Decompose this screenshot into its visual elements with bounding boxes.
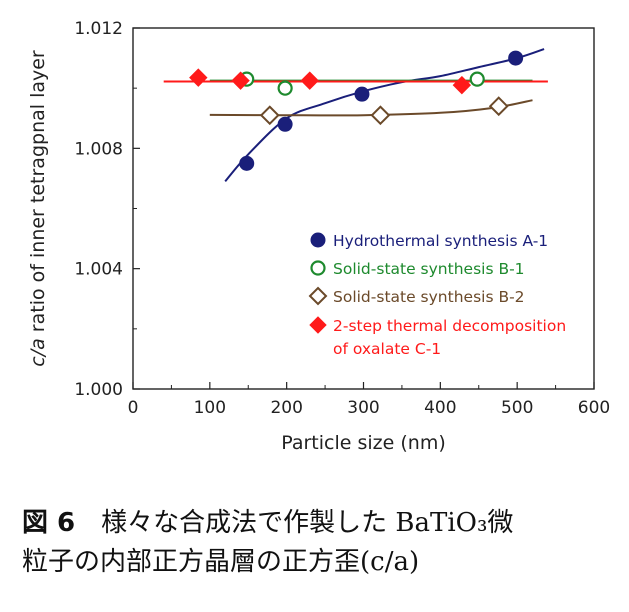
chart: 0 100 200 300 400 500 6001.0001.0041.0081.012 … (27, 19, 610, 454)
caption-text-1: 様々な合成法で作製した BaTiO₃微 (101, 508, 514, 538)
axes (132, 27, 595, 390)
legend-item-b1: Solid-state synthesis B-1 (310, 260, 525, 278)
x-tick-label: 300 (347, 398, 379, 418)
legend-label-c1-line2: of oxalate C-1 (333, 340, 441, 358)
data-point-a1 (277, 116, 293, 132)
data-point-a1 (239, 155, 255, 171)
y-tick-label: 1.008 (74, 139, 123, 159)
figure-caption-line1: 図 6 様々な合成法で作製した BaTiO₃微 (22, 510, 513, 536)
fit-curve-b2 (209, 99, 533, 117)
data-point-b2 (370, 105, 391, 126)
data-point-a1 (354, 86, 370, 102)
legend-item-a1: Hydrothermal synthesis A-1 (310, 232, 548, 250)
x-tick-label: 100 (194, 398, 226, 418)
caption-text-2: 粒子の内部正方晶層の正方歪(c/a) (22, 547, 420, 577)
legend-marker-a1 (310, 232, 326, 248)
data-point-b1 (277, 80, 293, 96)
x-tick-label: 400 (424, 398, 456, 418)
fit-curve-a1 (224, 48, 545, 183)
data-point-c1 (300, 71, 319, 90)
data-point-b2 (259, 105, 280, 126)
y-tick-label: 1.004 (74, 260, 123, 280)
x-axis-title: Particle size (nm) (281, 432, 446, 454)
data-point-b2 (488, 96, 509, 117)
y-axis-title-italic: c/a (27, 338, 49, 367)
legend-item-c1: 2-step thermal decomposition of oxalate … (309, 316, 566, 358)
legend-marker-c1 (309, 316, 327, 334)
legend-item-b2: Solid-state synthesis B-2 (308, 286, 525, 306)
x-tick-label: 600 (578, 398, 610, 418)
x-tick-label: 200 (270, 398, 302, 418)
x-tick-label: 0 (128, 398, 139, 418)
y-tick-label: 1.000 (74, 380, 123, 400)
data-point-a1 (508, 50, 524, 66)
legend: Hydrothermal synthesis A-1 Solid-state s… (308, 232, 566, 358)
x-tick-label: 500 (501, 398, 533, 418)
fit-curves (163, 48, 548, 183)
legend-label-b1: Solid-state synthesis B-1 (333, 260, 525, 278)
data-markers (189, 50, 524, 171)
legend-label-a1: Hydrothermal synthesis A-1 (333, 232, 548, 250)
tick-labels: 0 100 200 300 400 500 600 1.000 1.004 1.008 1.012 (74, 19, 610, 418)
data-point-b1 (469, 71, 485, 87)
y-axis-title-rest: ratio of inner tetragpnal layer (27, 50, 49, 338)
y-tick-label: 1.012 (74, 19, 123, 39)
legend-label-c1-line1: 2-step thermal decomposition (333, 317, 566, 335)
figure-caption-line2: 粒子の内部正方晶層の正方歪(c/a) (22, 549, 419, 575)
data-point-c1 (231, 71, 250, 90)
data-point-c1 (452, 75, 472, 95)
y-axis-title: c/a ratio of inner tetragpnal layer (27, 50, 49, 367)
data-point-c1 (189, 68, 208, 87)
figure-number: 図 6 (22, 508, 76, 538)
legend-label-b2: Solid-state synthesis B-2 (333, 288, 525, 306)
legend-marker-b1 (310, 260, 326, 276)
legend-marker-b2 (308, 286, 328, 306)
